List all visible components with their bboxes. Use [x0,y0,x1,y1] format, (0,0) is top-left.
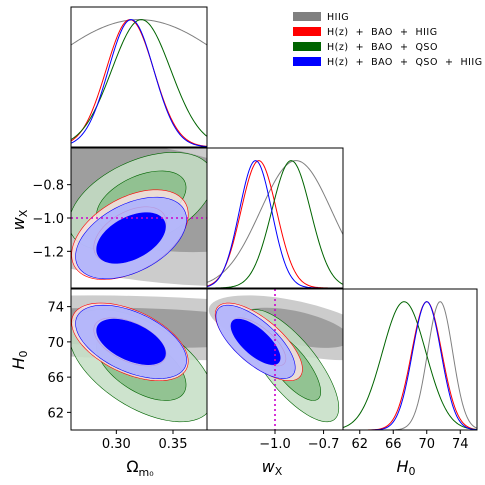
y-axis-label-w: wX [9,209,30,230]
legend: HIIG H(z) + BAO + HIIG H(z) + BAO + QSO … [293,12,483,68]
marginal-om-series-0 [71,19,207,46]
y-tick-label-w-0: −1.2 [32,245,64,260]
marginal-h0-series-3 [343,301,477,430]
legend-swatch-hz-bao-qso [293,42,321,51]
marginal-om-series-2 [71,19,207,141]
marginal-w-series-2 [207,160,343,288]
legend-label-hz-bao-qso: H(z) + BAO + QSO [327,42,438,53]
x-tick-label-h0-2: 70 [418,437,435,452]
x-axis-label-omega: Ωm₀ [126,457,154,479]
panel-w-marginal [206,147,344,289]
x-tick-label-h0-3: 74 [452,437,469,452]
x-tick-label-h0-0: 62 [351,437,368,452]
marginal-om-series-3 [71,19,207,147]
marginal-w-series-0 [207,160,343,283]
legend-label-hiig: HIIG [327,12,349,23]
contour-1sigma-omega-w-series-3 [96,212,166,264]
y-axis-label-h0: H0 [9,350,30,369]
x-tick-label-h0-1: 66 [385,437,402,452]
x-axis-label-h0: H0 [396,457,415,478]
x-axis-label-w: wX [262,457,283,478]
x-tick-label-om-1: 0.35 [159,437,188,452]
x-tick-label-w-1: −0.7 [308,437,340,452]
marginal-h0-series-2 [343,301,477,430]
contour-1sigma-w-h0-series-3 [230,318,281,365]
legend-swatch-hz-bao-qso-hiig [293,57,321,66]
marginal-w-series-3 [207,160,343,288]
y-tick-label-w-2: −0.8 [32,179,64,194]
legend-swatch-hiig [293,12,321,21]
panel-omega-marginal [70,6,208,148]
legend-label-hz-bao-qso-hiig: H(z) + BAO + QSO + HIIG [327,57,483,68]
x-tick-label-om-0: 0.30 [102,437,131,452]
y-tick-label-h0-0: 62 [47,406,64,421]
y-tick-label-w-1: −1.0 [32,212,64,227]
x-tick-label-w-0: −1.0 [259,437,291,452]
legend-label-hz-bao-hiig: H(z) + BAO + HIIG [327,27,438,38]
contour-1sigma-omega-h0-series-3 [96,318,166,365]
panel-h0-marginal [342,288,478,431]
legend-swatch-hz-bao-hiig [293,27,321,36]
y-tick-label-h0-3: 74 [47,301,64,316]
y-tick-label-h0-1: 66 [47,371,64,386]
y-tick-label-h0-2: 70 [47,336,64,351]
marginal-om-series-1 [71,19,207,147]
marginal-h0-series-0 [343,301,477,430]
